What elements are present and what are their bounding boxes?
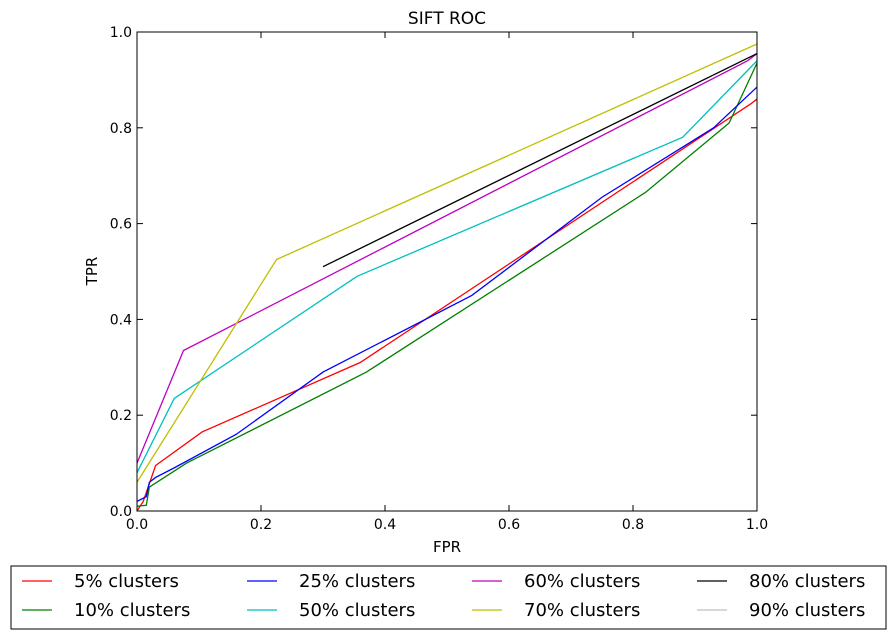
legend-label-3: 50% clusters bbox=[299, 600, 415, 621]
x-axis-label: FPR bbox=[433, 538, 461, 556]
y-tick-label: 0.2 bbox=[110, 408, 132, 424]
x-tick-label: 0.0 bbox=[126, 517, 148, 533]
legend: 5% clusters 10% clusters 25% clusters 50% c… bbox=[10, 565, 887, 630]
x-axis-ticks: 0.0 0.2 0.4 0.6 0.8 1.0 bbox=[126, 32, 768, 533]
x-tick-label: 0.6 bbox=[498, 517, 520, 533]
series-line-6 bbox=[322, 52, 758, 268]
y-tick-label: 0.0 bbox=[110, 504, 132, 520]
x-tick-label: 0.8 bbox=[622, 517, 644, 533]
series-line-4 bbox=[136, 53, 758, 464]
legend-label-4: 60% clusters bbox=[524, 571, 640, 592]
y-axis-label: TPR bbox=[83, 257, 101, 287]
series-line-0 bbox=[136, 98, 758, 512]
legend-label-0: 5% clusters bbox=[74, 571, 179, 592]
series-line-1 bbox=[136, 62, 758, 507]
legend-label-5: 70% clusters bbox=[524, 600, 640, 621]
series-line-5 bbox=[136, 43, 758, 483]
series-line-3 bbox=[136, 60, 758, 473]
x-tick-label: 0.4 bbox=[374, 517, 396, 533]
plot-frame bbox=[136, 31, 758, 512]
y-tick-label: 1.0 bbox=[110, 25, 132, 41]
legend-label-6: 80% clusters bbox=[749, 571, 865, 592]
series-line-2 bbox=[136, 86, 758, 502]
legend-label-1: 10% clusters bbox=[74, 600, 190, 621]
chart-title: SIFT ROC bbox=[408, 9, 486, 29]
y-tick-label: 0.4 bbox=[110, 312, 132, 328]
x-tick-label: 0.2 bbox=[250, 517, 272, 533]
x-tick-label: 1.0 bbox=[746, 517, 768, 533]
legend-label-7: 90% clusters bbox=[749, 600, 865, 621]
y-tick-label: 0.6 bbox=[110, 217, 132, 233]
y-tick-label: 0.8 bbox=[110, 121, 132, 137]
legend-label-2: 25% clusters bbox=[299, 571, 415, 592]
plot-lines bbox=[136, 43, 758, 512]
legend-frame bbox=[10, 565, 887, 630]
y-axis-ticks: 0.0 0.2 0.4 0.6 0.8 1.0 bbox=[110, 25, 757, 520]
